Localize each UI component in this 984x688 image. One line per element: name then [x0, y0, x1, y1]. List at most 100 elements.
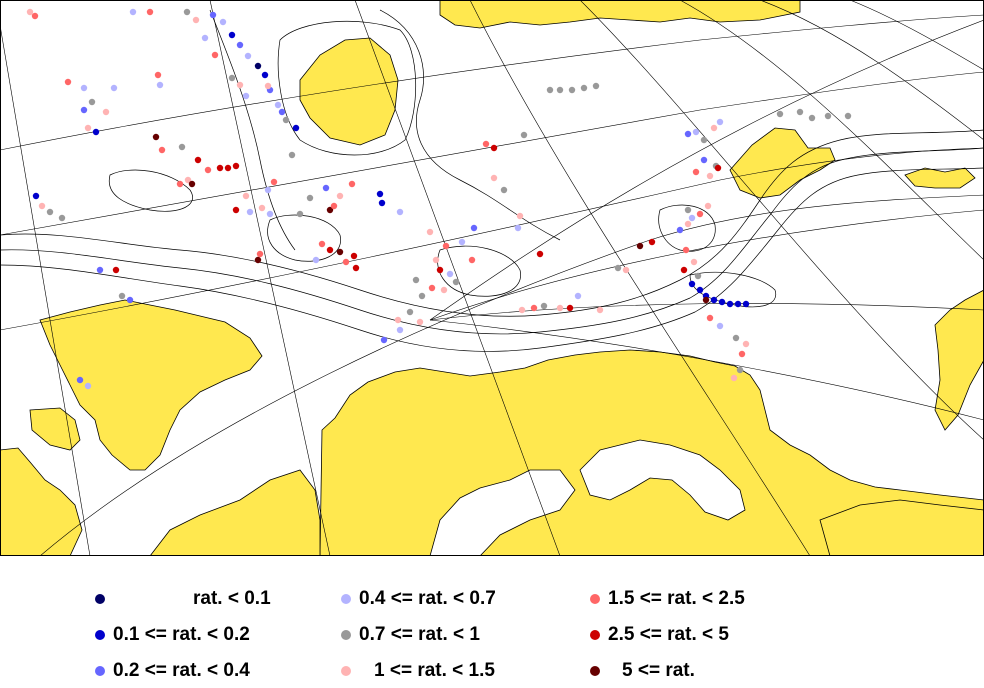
observation-point — [518, 306, 526, 314]
observation-point — [32, 192, 40, 200]
observation-point — [680, 266, 688, 274]
observation-point — [530, 304, 538, 312]
observation-point — [58, 214, 66, 222]
observation-point — [146, 8, 154, 16]
legend-swatch — [590, 666, 600, 676]
observation-point — [216, 164, 224, 172]
observation-point — [418, 292, 426, 300]
land-svalbard — [729, 127, 836, 199]
legend: rat. < 0.1 0.1 <= rat. < 0.2 0.2 <= rat.… — [0, 570, 984, 688]
observation-point — [264, 186, 272, 194]
observation-point — [84, 124, 92, 132]
observation-point — [776, 110, 784, 118]
observation-point — [312, 256, 320, 264]
observation-point — [380, 336, 388, 344]
observation-point — [500, 186, 508, 194]
observation-point — [556, 86, 564, 94]
observation-point — [126, 296, 134, 304]
observation-point — [726, 300, 734, 308]
land-north-coast — [439, 0, 801, 29]
observation-point — [684, 130, 692, 138]
observation-point — [676, 226, 684, 234]
observation-point — [704, 202, 712, 210]
observation-point — [258, 204, 266, 212]
observation-point — [648, 238, 656, 246]
observation-point — [406, 308, 414, 316]
observation-point — [574, 292, 582, 300]
land-uk-region — [0, 447, 83, 556]
observation-point — [266, 210, 274, 218]
observation-point — [183, 8, 191, 16]
observation-point — [376, 190, 384, 198]
observation-point — [736, 366, 744, 374]
legend-item-rat-0-2-0-4: 0.2 <= rat. < 0.4 — [95, 656, 250, 686]
graticule — [0, 0, 984, 556]
observation-point — [188, 180, 196, 188]
observation-point — [396, 326, 404, 334]
observation-point — [204, 166, 212, 174]
observation-point — [568, 86, 576, 94]
observation-point — [684, 220, 692, 228]
legend-swatch — [95, 630, 105, 640]
observation-point — [714, 164, 722, 172]
observation-point — [92, 128, 100, 136]
observation-point — [730, 374, 738, 382]
observation-point — [64, 78, 72, 86]
observation-point — [546, 86, 554, 94]
observation-point — [742, 300, 750, 308]
observation-point — [416, 318, 424, 326]
legend-label: 1 <= rat. < 1.5 — [374, 660, 495, 681]
legend-swatch — [341, 594, 351, 604]
legend-label: 5 <= rat. — [622, 660, 695, 681]
sea-baltic — [429, 469, 576, 556]
land-iceland — [299, 37, 399, 146]
observation-point — [242, 92, 250, 100]
observation-point — [742, 340, 750, 348]
legend-label: 0.7 <= rat. < 1 — [359, 624, 480, 645]
observation-point — [566, 304, 574, 312]
observation-point — [436, 266, 444, 274]
land-layer — [0, 0, 984, 556]
observation-point — [688, 214, 696, 222]
observation-point — [432, 256, 440, 264]
observation-point — [378, 199, 386, 207]
observation-point — [306, 194, 314, 202]
observation-point — [732, 334, 740, 342]
observation-point — [440, 286, 448, 294]
observation-point — [718, 298, 726, 306]
observation-point — [580, 84, 588, 92]
observation-point — [716, 322, 724, 330]
observation-point — [256, 250, 264, 258]
observation-point — [716, 118, 724, 126]
observation-point — [176, 180, 184, 188]
observation-point — [80, 84, 88, 92]
observation-point — [194, 156, 202, 164]
observation-point — [596, 306, 604, 314]
observation-point — [236, 41, 244, 49]
observation-markers — [26, 8, 852, 390]
observation-point — [102, 108, 110, 116]
legend-item-rat-1-5-2-5: 1.5 <= rat. < 2.5 — [590, 584, 745, 614]
observation-point — [442, 242, 450, 250]
legend-item-rat-0-7-1: 0.7 <= rat. < 1 — [341, 620, 480, 650]
observation-point — [80, 106, 88, 114]
observation-point — [592, 82, 600, 90]
observation-point — [254, 62, 262, 70]
legend-swatch — [95, 666, 105, 676]
observation-point — [201, 34, 209, 42]
observation-point — [700, 156, 708, 164]
legend-item-rat-2-5-5: 2.5 <= rat. < 5 — [590, 620, 729, 650]
legend-label: 2.5 <= rat. < 5 — [608, 624, 729, 645]
observation-point — [844, 112, 852, 120]
observation-point — [96, 266, 104, 274]
map-panel — [0, 0, 984, 556]
observation-point — [184, 176, 192, 184]
observation-point — [292, 124, 300, 132]
observation-point — [350, 252, 358, 260]
legend-item-rat-gte-5: 5 <= rat. — [590, 656, 695, 686]
observation-point — [219, 18, 227, 26]
observation-point — [482, 140, 490, 148]
observation-point — [129, 8, 137, 16]
observation-point — [700, 136, 708, 144]
legend-label: 0.1 <= rat. < 0.2 — [113, 624, 250, 645]
